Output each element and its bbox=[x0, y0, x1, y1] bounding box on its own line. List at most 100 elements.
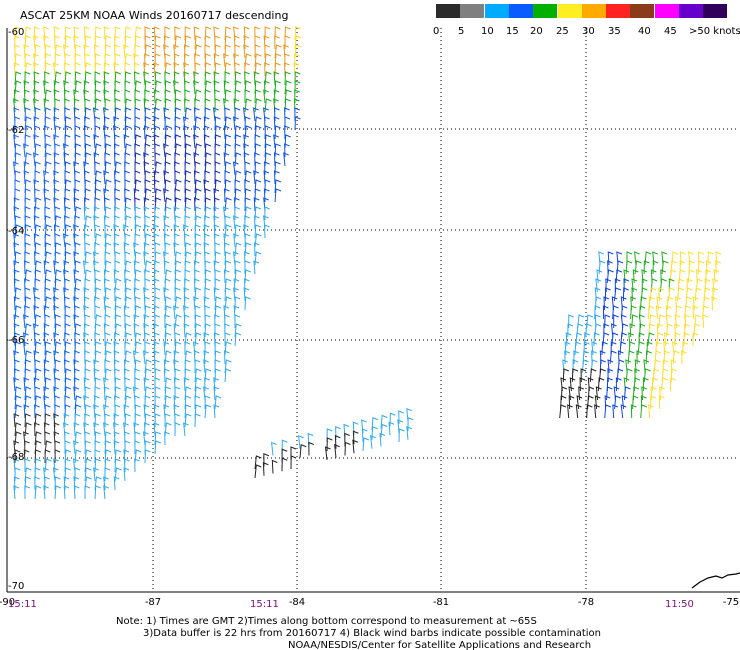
wind-barb bbox=[298, 434, 304, 449]
legend-label-25: 25 bbox=[556, 26, 569, 37]
wind-barb bbox=[104, 161, 112, 176]
wind-barb bbox=[615, 269, 623, 284]
wind-barb bbox=[64, 377, 71, 392]
wind-barb bbox=[271, 441, 277, 456]
wind-barb bbox=[213, 71, 220, 86]
wind-barb bbox=[144, 134, 152, 149]
wind-barb bbox=[134, 278, 140, 293]
wind-barb bbox=[133, 260, 140, 275]
wind-barb bbox=[623, 269, 630, 284]
wind-barb bbox=[601, 341, 608, 356]
wind-barb bbox=[44, 134, 51, 149]
wind-barb bbox=[84, 134, 91, 149]
wind-barb bbox=[224, 107, 231, 122]
wind-barb bbox=[14, 143, 21, 158]
wind-barb bbox=[224, 179, 231, 194]
wind-barb bbox=[606, 269, 614, 284]
wind-barb bbox=[83, 197, 90, 212]
wind-barb bbox=[104, 242, 112, 257]
wind-barb bbox=[223, 269, 230, 284]
wind-barb bbox=[24, 260, 30, 275]
wind-barb bbox=[273, 134, 279, 149]
wind-barb bbox=[264, 44, 271, 59]
wind-barb bbox=[712, 278, 718, 293]
wind-barb bbox=[264, 143, 272, 158]
wind-barb bbox=[104, 134, 111, 149]
wind-barb bbox=[74, 179, 81, 194]
wind-barb bbox=[203, 359, 209, 374]
wind-barb bbox=[133, 242, 139, 257]
wind-barb bbox=[596, 269, 603, 284]
wind-barb bbox=[73, 197, 80, 212]
wind-barb bbox=[193, 80, 199, 95]
wind-barb bbox=[24, 296, 31, 311]
wind-barb bbox=[164, 89, 171, 104]
wind-barb bbox=[214, 98, 221, 113]
wind-barb bbox=[104, 350, 112, 365]
wind-barb bbox=[294, 116, 301, 131]
wind-barb bbox=[681, 350, 687, 365]
wind-barb bbox=[94, 332, 101, 347]
wind-barb bbox=[244, 179, 250, 194]
wind-barb bbox=[104, 287, 112, 302]
wind-barb bbox=[242, 107, 249, 122]
wind-barb bbox=[204, 215, 210, 230]
wind-barb bbox=[232, 161, 239, 176]
wind-barb bbox=[64, 278, 70, 293]
wind-barb bbox=[43, 485, 49, 500]
wind-barb bbox=[104, 224, 111, 239]
wind-barb bbox=[234, 269, 242, 284]
wind-barb bbox=[564, 350, 570, 365]
wind-barb bbox=[124, 269, 130, 284]
wind-barb bbox=[53, 422, 60, 437]
wind-barb bbox=[633, 377, 641, 392]
wind-barb bbox=[652, 368, 660, 383]
wind-barb bbox=[143, 251, 149, 266]
wind-barb bbox=[84, 386, 91, 401]
wind-barb bbox=[173, 395, 180, 410]
wind-barb bbox=[174, 188, 181, 203]
wind-barb bbox=[24, 476, 31, 491]
wind-barb bbox=[163, 404, 170, 419]
wind-barb bbox=[134, 224, 142, 239]
wind-barb bbox=[34, 395, 42, 410]
wind-barb bbox=[656, 332, 664, 347]
wind-barb bbox=[163, 143, 169, 158]
wind-barb bbox=[254, 215, 260, 230]
legend-swatch bbox=[654, 4, 679, 18]
wind-barb bbox=[33, 35, 39, 50]
wind-barb bbox=[103, 386, 110, 401]
legend-swatch bbox=[703, 4, 728, 18]
wind-barb bbox=[233, 116, 239, 131]
wind-barb bbox=[164, 395, 172, 410]
wind-barb bbox=[103, 26, 110, 41]
wind-barb bbox=[244, 80, 252, 95]
wind-barb bbox=[14, 71, 22, 86]
wind-barb bbox=[388, 421, 395, 436]
wind-barb bbox=[94, 44, 100, 59]
wind-barb bbox=[204, 152, 212, 167]
wind-barb bbox=[74, 323, 82, 338]
wind-barb bbox=[54, 278, 62, 293]
wind-barb bbox=[44, 440, 52, 455]
wind-barb bbox=[164, 242, 171, 257]
wind-barb bbox=[94, 287, 102, 302]
wind-barb bbox=[634, 260, 642, 275]
wind-barb bbox=[705, 260, 712, 275]
wind-barb bbox=[299, 444, 307, 458]
wind-barb bbox=[94, 449, 101, 464]
wind-barb bbox=[630, 305, 637, 320]
wind-barb bbox=[33, 233, 40, 248]
wind-barb bbox=[73, 269, 80, 284]
wind-barb bbox=[13, 377, 19, 392]
wind-barb bbox=[124, 260, 132, 275]
wind-barb bbox=[254, 161, 261, 176]
wind-barb bbox=[184, 341, 191, 356]
wind-barb bbox=[597, 377, 605, 392]
wind-barb bbox=[274, 80, 281, 95]
wind-barb bbox=[163, 107, 170, 122]
wind-barb bbox=[74, 242, 81, 257]
wind-barb bbox=[576, 323, 584, 338]
wind-barb bbox=[73, 251, 80, 266]
wind-barb bbox=[144, 278, 151, 293]
